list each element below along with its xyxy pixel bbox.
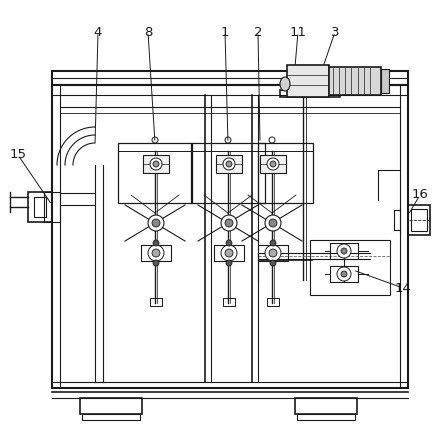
Circle shape xyxy=(153,240,159,246)
Circle shape xyxy=(152,249,160,257)
Text: 2: 2 xyxy=(254,25,262,39)
Text: 15: 15 xyxy=(9,148,27,162)
Circle shape xyxy=(221,215,237,231)
Circle shape xyxy=(226,260,232,266)
Circle shape xyxy=(337,244,351,258)
Circle shape xyxy=(269,137,275,143)
Text: 11: 11 xyxy=(289,25,307,39)
Text: 4: 4 xyxy=(94,25,102,39)
Circle shape xyxy=(223,158,235,170)
Bar xyxy=(216,155,242,173)
Circle shape xyxy=(341,248,347,254)
Bar xyxy=(82,414,140,420)
Circle shape xyxy=(270,240,276,246)
Bar xyxy=(143,155,169,173)
Bar xyxy=(28,192,52,222)
Bar xyxy=(310,240,390,295)
Bar xyxy=(267,298,279,306)
Circle shape xyxy=(270,260,276,266)
Bar xyxy=(52,85,408,388)
Text: 16: 16 xyxy=(412,189,428,201)
Circle shape xyxy=(265,215,281,231)
Circle shape xyxy=(267,158,279,170)
Circle shape xyxy=(148,215,164,231)
Bar xyxy=(223,298,235,306)
Bar xyxy=(408,205,430,235)
Circle shape xyxy=(265,245,281,261)
Text: 14: 14 xyxy=(395,282,412,295)
Bar xyxy=(330,266,358,282)
Bar xyxy=(191,143,265,203)
Bar xyxy=(141,245,171,261)
Circle shape xyxy=(225,137,231,143)
Bar xyxy=(44,192,60,222)
Circle shape xyxy=(337,267,351,281)
Bar xyxy=(260,155,286,173)
Circle shape xyxy=(153,260,159,266)
Circle shape xyxy=(225,219,233,227)
Bar xyxy=(411,209,427,231)
Circle shape xyxy=(270,161,276,167)
Bar xyxy=(258,245,288,261)
Circle shape xyxy=(225,249,233,257)
Text: 8: 8 xyxy=(144,25,152,39)
Circle shape xyxy=(150,158,162,170)
Circle shape xyxy=(341,271,347,277)
Circle shape xyxy=(226,240,232,246)
Text: 1: 1 xyxy=(221,25,229,39)
Bar xyxy=(34,197,46,217)
Circle shape xyxy=(269,249,277,257)
Bar xyxy=(214,245,244,261)
Bar xyxy=(52,71,408,85)
Circle shape xyxy=(152,219,160,227)
Circle shape xyxy=(153,161,159,167)
Text: 3: 3 xyxy=(331,25,339,39)
Bar xyxy=(297,414,355,420)
Bar xyxy=(280,90,340,97)
Bar xyxy=(330,243,358,259)
Bar xyxy=(150,298,162,306)
Bar xyxy=(80,398,142,414)
Circle shape xyxy=(221,245,237,261)
Bar xyxy=(258,143,313,203)
Bar xyxy=(329,67,381,95)
Bar xyxy=(381,69,389,93)
Circle shape xyxy=(148,245,164,261)
Bar xyxy=(118,143,192,203)
Circle shape xyxy=(269,219,277,227)
Ellipse shape xyxy=(280,77,290,91)
Circle shape xyxy=(226,161,232,167)
Bar xyxy=(287,65,329,97)
Bar xyxy=(295,398,357,414)
Circle shape xyxy=(152,137,158,143)
